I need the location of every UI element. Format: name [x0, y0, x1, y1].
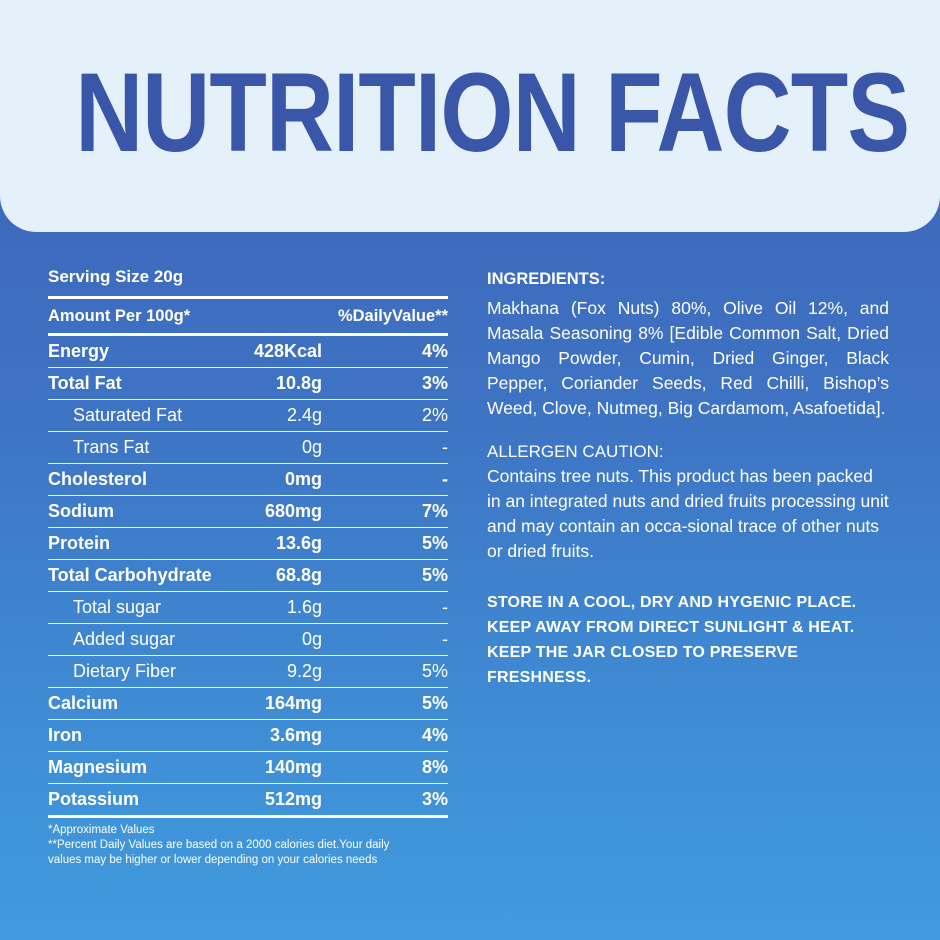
- table-row: Trans Fat 0g -: [48, 432, 448, 464]
- nutrient-daily-value: 4%: [421, 725, 448, 745]
- nutrient-amount: 1.6g: [286, 597, 322, 617]
- nutrient-amount: 10.8g: [275, 373, 322, 393]
- nutrient-daily-value: 5%: [421, 693, 448, 713]
- daily-value-note-line: **Percent Daily Values are based on a 20…: [48, 839, 390, 851]
- table-row: Cholesterol 0mg -: [48, 464, 448, 496]
- footnotes: *Approximate Values **Percent Daily Valu…: [48, 823, 448, 868]
- nutrient-amount: 140mg: [264, 757, 322, 777]
- nutrient-daily-value: 7%: [421, 501, 448, 521]
- nutrient-daily-value: -: [442, 597, 448, 617]
- table-row: Total Fat 10.8g 3%: [48, 368, 448, 400]
- nutrient-name: Dietary Fiber: [73, 661, 177, 681]
- nutrient-daily-value: 8%: [421, 757, 448, 777]
- divider: [48, 296, 448, 299]
- nutrient-daily-value: 2%: [421, 405, 448, 425]
- nutrient-name: Trans Fat: [73, 437, 150, 457]
- nutrient-daily-value: -: [442, 437, 448, 457]
- nutrient-rows: Energy 428Kcal 4% Total Fat 10.8g 3% Saturated…: [48, 336, 448, 818]
- nutrient-amount: 680mg: [264, 501, 322, 521]
- nutrient-amount: 428Kcal: [253, 341, 322, 361]
- ingredients-text: Makhana (Fox Nuts) 80%, Olive Oil 12%, a…: [487, 298, 889, 418]
- nutrient-daily-value: 5%: [421, 533, 448, 553]
- nutrient-amount: 0g: [301, 437, 322, 457]
- nutrient-name: Total sugar: [73, 597, 162, 617]
- nutrient-amount: 9.2g: [286, 661, 322, 681]
- table-row: Sodium 680mg 7%: [48, 496, 448, 528]
- table-header-row: Amount Per 100g* %DailyValue**: [48, 299, 448, 336]
- nutrient-name: Sodium: [48, 501, 114, 521]
- allergen-text: Contains tree nuts. This product has bee…: [487, 466, 889, 561]
- nutrient-name: Protein: [48, 533, 111, 553]
- storage-instructions: STORE IN A COOL, DRY AND HYGENIC PLACE. …: [487, 594, 857, 686]
- nutrient-daily-value: -: [442, 629, 448, 649]
- nutrient-daily-value: 5%: [421, 661, 448, 681]
- nutrient-amount: 3.6mg: [269, 725, 322, 745]
- nutrient-amount: 164mg: [264, 693, 322, 713]
- nutrient-name: Cholesterol: [48, 469, 148, 489]
- nutrient-name: Total Fat: [48, 373, 122, 393]
- ingredients-title: INGREDIENTS:: [487, 270, 606, 288]
- nutrient-daily-value: -: [442, 469, 448, 489]
- nutrition-table: Serving Size 20g Amount Per 100g* %Daily…: [48, 262, 448, 868]
- nutrient-daily-value: 3%: [421, 373, 448, 393]
- table-row: Magnesium 140mg 8%: [48, 752, 448, 784]
- table-row: Energy 428Kcal 4%: [48, 336, 448, 368]
- table-row: Added sugar 0g -: [48, 624, 448, 656]
- page-title: NUTRITION FACTS: [75, 50, 910, 175]
- nutrient-name: Potassium: [48, 789, 140, 809]
- nutrient-amount: 0mg: [284, 469, 322, 489]
- approx-note: *Approximate Values: [48, 824, 155, 836]
- nutrient-name: Energy: [48, 341, 110, 361]
- table-row: Total Carbohydrate 68.8g 5%: [48, 560, 448, 592]
- nutrient-name: Saturated Fat: [73, 405, 183, 425]
- nutrient-name: Magnesium: [48, 757, 148, 777]
- table-row: Saturated Fat 2.4g 2%: [48, 400, 448, 432]
- table-row: Dietary Fiber 9.2g 5%: [48, 656, 448, 688]
- table-row: Total sugar 1.6g -: [48, 592, 448, 624]
- nutrient-amount: 0g: [301, 629, 322, 649]
- nutrient-amount: 512mg: [264, 789, 322, 809]
- nutrient-amount: 13.6g: [275, 533, 322, 553]
- nutrient-daily-value: 5%: [421, 565, 448, 585]
- header-banner: NUTRITION FACTS: [0, 0, 940, 232]
- nutrient-daily-value: 3%: [421, 789, 448, 809]
- daily-value-label: %DailyValue**: [337, 307, 448, 325]
- table-row: Potassium 512mg 3%: [48, 784, 448, 818]
- daily-value-note-line: values may be higher or lower depending …: [48, 854, 378, 866]
- nutrient-daily-value: 4%: [421, 341, 448, 361]
- nutrient-amount: 68.8g: [275, 565, 322, 585]
- allergen-title: ALLERGEN CAUTION:: [487, 442, 664, 461]
- table-row: Protein 13.6g 5%: [48, 528, 448, 560]
- nutrient-name: Calcium: [48, 693, 119, 713]
- nutrient-name: Iron: [48, 725, 82, 745]
- nutrient-amount: 2.4g: [286, 405, 322, 425]
- serving-size: Serving Size 20g: [48, 267, 184, 286]
- nutrient-name: Total Carbohydrate: [48, 565, 212, 585]
- amount-per-label: Amount Per 100g*: [48, 307, 191, 325]
- table-row: Calcium 164mg 5%: [48, 688, 448, 720]
- table-row: Iron 3.6mg 4%: [48, 720, 448, 752]
- info-column: INGREDIENTS: Makhana (Fox Nuts) 80%, Oli…: [487, 266, 889, 690]
- nutrient-name: Added sugar: [73, 629, 176, 649]
